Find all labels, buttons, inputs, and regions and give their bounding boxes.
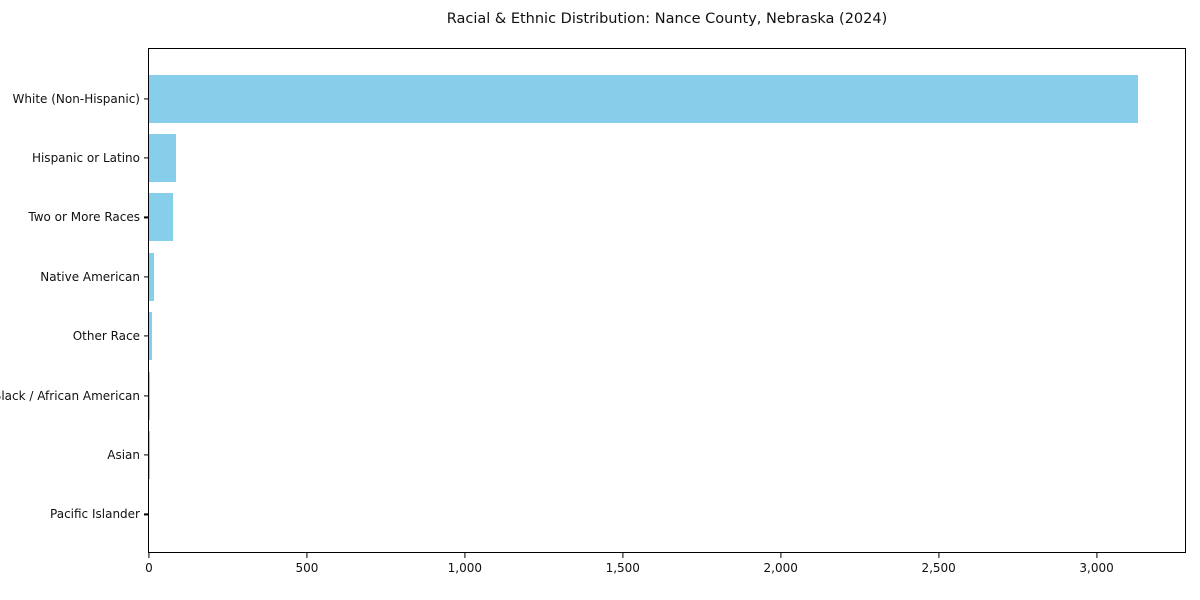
y-axis-label: Native American bbox=[40, 269, 140, 284]
x-tick bbox=[464, 553, 466, 558]
y-tick bbox=[144, 513, 149, 515]
x-tick-label: 2,500 bbox=[921, 561, 956, 575]
x-tick bbox=[780, 553, 782, 558]
x-tick-label: 0 bbox=[145, 561, 153, 575]
x-tick-label: 1,500 bbox=[605, 561, 640, 575]
y-axis-label: Asian bbox=[107, 447, 140, 462]
y-tick bbox=[144, 98, 149, 100]
bar bbox=[149, 430, 150, 479]
x-tick bbox=[306, 553, 308, 558]
category-row: Pacific Islander bbox=[50, 485, 1185, 544]
y-tick bbox=[144, 394, 149, 397]
bar bbox=[149, 252, 154, 301]
x-tick-label: 2,000 bbox=[763, 561, 798, 575]
y-tick bbox=[144, 276, 149, 278]
y-axis-label: White (Non-Hispanic) bbox=[12, 91, 140, 106]
category-row: Hispanic or Latino bbox=[32, 128, 1185, 187]
y-tick bbox=[144, 454, 149, 456]
y-axis-label: Black / African American bbox=[0, 388, 140, 403]
y-tick bbox=[144, 216, 149, 219]
bar bbox=[149, 74, 1138, 123]
category-row: White (Non-Hispanic) bbox=[13, 69, 1185, 128]
bar bbox=[149, 193, 173, 242]
x-tick bbox=[938, 553, 940, 558]
x-tick bbox=[622, 553, 624, 558]
bar bbox=[149, 312, 153, 361]
y-tick bbox=[144, 157, 149, 159]
y-axis-label: Other Race bbox=[72, 329, 140, 344]
bar bbox=[149, 371, 150, 420]
x-tick bbox=[1095, 553, 1098, 558]
x-tick-label: 500 bbox=[295, 561, 319, 575]
category-row: Black / African American bbox=[0, 366, 1185, 425]
y-axis-label: Hispanic or Latino bbox=[31, 151, 140, 166]
x-tick-label: 1,000 bbox=[447, 561, 483, 575]
y-axis-label: Two or More Races bbox=[28, 210, 140, 225]
y-axis-label: Pacific Islander bbox=[50, 507, 140, 522]
chart-title: Racial & Ethnic Distribution: Nance Coun… bbox=[446, 11, 888, 27]
bar bbox=[149, 134, 176, 183]
plot-area: White (Non-Hispanic) Hispanic or Latino Tw… bbox=[0, 48, 1186, 575]
x-tick bbox=[148, 553, 150, 558]
x-tick-label: 3,000 bbox=[1079, 561, 1114, 575]
category-row: Asian bbox=[107, 425, 1185, 484]
category-row: Two or More Races bbox=[28, 188, 1185, 247]
y-tick bbox=[144, 335, 149, 337]
category-row: Other Race bbox=[73, 307, 1185, 366]
category-row: Native American bbox=[40, 247, 1185, 306]
x-axis: 0 500 1,000 1,500 2,000 2,500 3,000 bbox=[145, 552, 1185, 582]
